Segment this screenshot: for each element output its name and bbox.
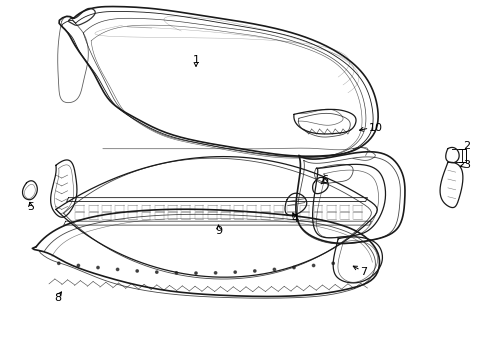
- Circle shape: [156, 271, 158, 273]
- Text: 5: 5: [27, 202, 34, 212]
- Circle shape: [77, 264, 79, 267]
- Text: 7: 7: [360, 267, 367, 277]
- Circle shape: [117, 268, 119, 271]
- Circle shape: [136, 270, 138, 272]
- Circle shape: [97, 266, 99, 269]
- Text: 10: 10: [368, 123, 382, 133]
- Text: 6: 6: [321, 175, 328, 185]
- Circle shape: [332, 262, 334, 265]
- Circle shape: [195, 272, 197, 274]
- Text: 1: 1: [193, 55, 199, 66]
- Text: 3: 3: [463, 160, 470, 170]
- Circle shape: [58, 262, 60, 265]
- Circle shape: [273, 268, 275, 271]
- Circle shape: [293, 266, 295, 269]
- Circle shape: [234, 271, 236, 273]
- Circle shape: [313, 264, 315, 267]
- Text: 4: 4: [292, 214, 298, 224]
- Circle shape: [215, 272, 217, 274]
- Text: 2: 2: [463, 141, 470, 151]
- Text: 9: 9: [215, 226, 222, 236]
- Text: 8: 8: [54, 293, 61, 303]
- Circle shape: [254, 270, 256, 272]
- Circle shape: [175, 272, 177, 274]
